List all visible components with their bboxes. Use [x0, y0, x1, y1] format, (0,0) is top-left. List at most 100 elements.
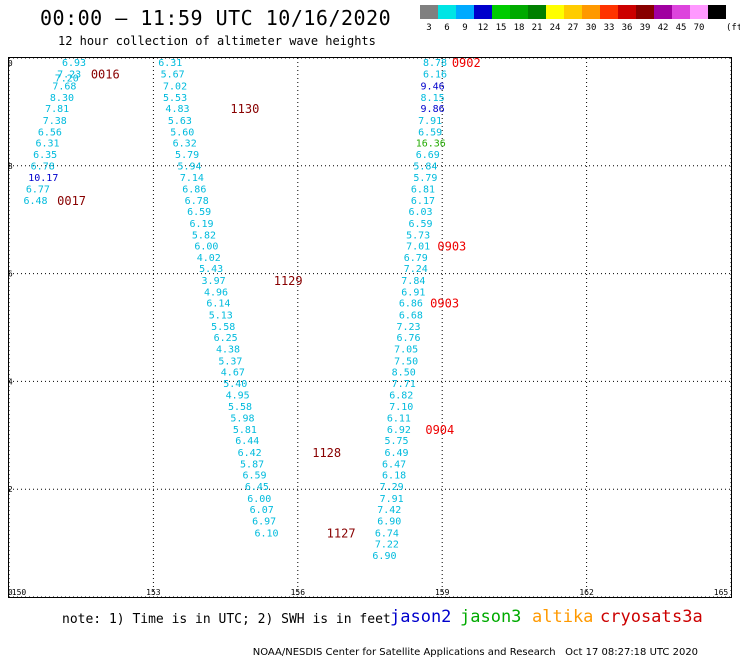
swh-value-label: 7.10 — [389, 402, 413, 413]
swh-value-label: 6.82 — [389, 390, 413, 401]
lat-tick-label: 30 — [9, 59, 13, 68]
legend-swatch — [510, 5, 528, 19]
lat-tick-label: 26 — [9, 270, 13, 279]
legend-swatch — [492, 5, 510, 19]
time-label: 0017 — [57, 194, 86, 208]
swh-value-label: 3.97 — [202, 276, 226, 287]
swh-value-label: 5.58 — [211, 322, 235, 333]
legend-swatch — [528, 5, 546, 19]
lon-tick-label: 159 — [435, 588, 450, 597]
swh-value-label: 4.95 — [226, 390, 250, 401]
swh-value-label: 5.60 — [170, 127, 194, 138]
swh-value-label: 7.91 — [418, 116, 442, 127]
altimeter-map-page: 00:00 – 11:59 UTC 10/16/2020 12 hour col… — [8, 5, 740, 658]
swh-value-label: 6.16 — [423, 70, 447, 81]
swh-value-label: 5.98 — [230, 414, 254, 425]
swh-value-label: 6.25 — [214, 333, 238, 344]
legend-swatch — [474, 5, 492, 19]
legend-label: 24 — [549, 23, 561, 33]
swh-value-label: 4.38 — [216, 345, 240, 356]
swh-value-label: 7.22 — [375, 540, 399, 551]
swh-value-label: 6.76 — [396, 333, 420, 344]
swh-value-label: 7.71 — [392, 379, 416, 390]
swh-value-label: 8.78 — [423, 58, 447, 69]
swh-value-label: 5.87 — [240, 459, 264, 470]
swh-value-label: 8.15 — [421, 93, 445, 104]
legend-swatch — [690, 5, 708, 19]
legend-label: 70 — [693, 23, 705, 33]
page-subtitle: 12 hour collection of altimeter wave hei… — [58, 34, 376, 48]
swh-value-label: 6.93 — [62, 58, 86, 69]
swh-value-label: 5.94 — [177, 161, 201, 172]
time-label: 0903 — [437, 240, 466, 254]
legend-swatch — [636, 5, 654, 19]
time-label: 0902 — [452, 58, 481, 70]
satellite-legend-jason2: jason2 — [390, 607, 452, 627]
swh-value-label: 6.90 — [372, 551, 396, 562]
legend-swatch — [672, 5, 690, 19]
swh-value-label: 6.18 — [382, 471, 406, 482]
swh-value-label: 6.03 — [409, 207, 433, 218]
swh-value-label: 6.31 — [35, 139, 59, 150]
swh-value-label: 7.23 — [396, 322, 420, 333]
swh-value-label: 5.13 — [209, 311, 233, 322]
swh-value-label: 6.17 — [411, 196, 435, 207]
legend-label: 6 — [444, 23, 450, 33]
swh-value-label: 7.14 — [180, 173, 204, 184]
swh-value-label: 6.56 — [38, 127, 62, 138]
legend-swatch — [420, 5, 438, 19]
time-label: 1127 — [327, 526, 356, 540]
swh-value-label: 6.32 — [173, 139, 197, 150]
time-label: 1128 — [312, 446, 341, 460]
time-label: 0016 — [91, 68, 120, 82]
lon-tick-label: 165 — [714, 588, 729, 597]
credit-text: NOAA/NESDIS Center for Satellite Applica… — [252, 647, 556, 658]
swh-value-label: 4.96 — [204, 287, 228, 298]
swh-value-label: 6.07 — [250, 505, 274, 516]
map-plot-area: 1501531561591621653028262422206.937.237.… — [9, 58, 731, 597]
satellite-legend-altika: altika — [532, 607, 594, 627]
swh-value-label: 5.75 — [384, 436, 408, 447]
swh-value-label: 5.79 — [175, 150, 199, 161]
swh-value-label: 6.47 — [382, 459, 406, 470]
swh-value-label: 5.37 — [218, 356, 242, 367]
swh-value-label: 5.63 — [168, 116, 192, 127]
map-frame: 1501531561591621653028262422206.937.237.… — [8, 57, 732, 598]
legend-label: 39 — [639, 23, 651, 33]
swh-value-label: 8.50 — [392, 368, 416, 379]
swh-value-label: 7.38 — [43, 116, 67, 127]
swh-value-label: 6.11 — [387, 414, 411, 425]
legend-swatch — [564, 5, 582, 19]
swh-value-label: 6.86 — [182, 184, 206, 195]
swh-value-label: 6.59 — [418, 127, 442, 138]
legend-label: 30 — [585, 23, 597, 33]
satellite-legend-cryosat: cryosat — [600, 607, 672, 627]
generated-timestamp: Oct 17 08:27:18 UTC 2020 — [565, 647, 699, 658]
lon-tick-label: 150 — [12, 588, 27, 597]
swh-value-label: 6.35 — [33, 150, 57, 161]
swh-value-label: 7.50 — [394, 356, 418, 367]
swh-value-label: 9.46 — [421, 81, 445, 92]
legend-swatch — [546, 5, 564, 19]
time-label: 1129 — [274, 274, 303, 288]
legend-label: 33 — [603, 23, 615, 33]
swh-value-label: 6.86 — [399, 299, 423, 310]
swh-value-label: 6.59 — [187, 207, 211, 218]
swh-value-label: 7.81 — [45, 104, 69, 115]
legend-label: 18 — [513, 23, 525, 33]
swh-value-label: 6.91 — [401, 287, 425, 298]
lat-tick-label: 28 — [9, 162, 13, 171]
swh-value-label: 6.59 — [242, 471, 266, 482]
time-label: 0903 — [430, 297, 459, 311]
swh-value-label: 6.00 — [194, 242, 218, 253]
swh-value-label: 7.23 — [57, 70, 81, 81]
lat-tick-label: 22 — [9, 485, 13, 494]
swh-value-label: 6.81 — [411, 184, 435, 195]
swh-value-label: 6.92 — [387, 425, 411, 436]
time-label: 1130 — [230, 102, 259, 116]
swh-value-label: 6.14 — [206, 299, 230, 310]
swh-value-label: 7.02 — [163, 81, 187, 92]
footer-credit: NOAA/NESDIS Center for Satellite Applica… — [240, 636, 698, 669]
swh-value-label: 7.01 — [406, 242, 430, 253]
legend-swatch — [618, 5, 636, 19]
